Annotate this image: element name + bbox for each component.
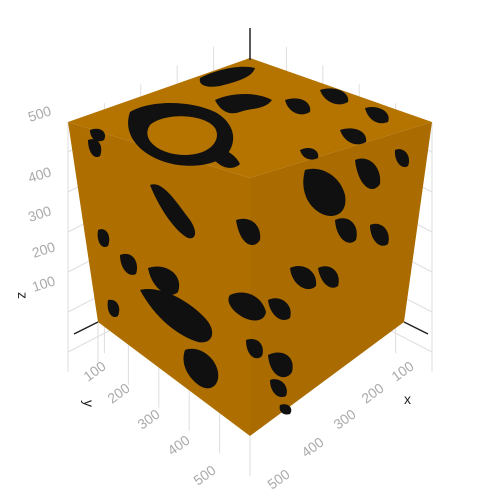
- z-tick-label: 100: [30, 272, 57, 295]
- cube-right-shade: [250, 122, 432, 436]
- y-tick-label: 400: [164, 432, 192, 459]
- z-tick-label: 500: [26, 102, 53, 125]
- z-tick-label: 200: [30, 238, 57, 261]
- cube-right-face: [250, 122, 432, 436]
- y-axis-line: [73, 321, 99, 335]
- axis-labels: z y x: [15, 292, 411, 407]
- y-tick-label: 300: [134, 406, 162, 433]
- x-tick-label: 500: [264, 466, 292, 493]
- y-tick-label: 500: [190, 462, 218, 489]
- x-tick-label: 300: [330, 406, 358, 433]
- x-tick-label: 200: [358, 380, 386, 407]
- x-tick-label: 400: [298, 434, 326, 461]
- volume-cube: [68, 58, 432, 436]
- x-axis-line: [403, 321, 429, 335]
- x-axis-title: x: [404, 391, 411, 407]
- x-tick-label: 100: [388, 358, 416, 385]
- y-axis-title: y: [81, 400, 97, 407]
- z-tick-label: 400: [26, 163, 53, 186]
- y-tick-label: 100: [80, 358, 108, 385]
- z-tick-label: 300: [26, 202, 53, 225]
- pore-regions: [88, 66, 410, 415]
- cube-top-face: [68, 58, 432, 178]
- axis-lines: [73, 28, 429, 335]
- z-axis-title: z: [15, 292, 31, 299]
